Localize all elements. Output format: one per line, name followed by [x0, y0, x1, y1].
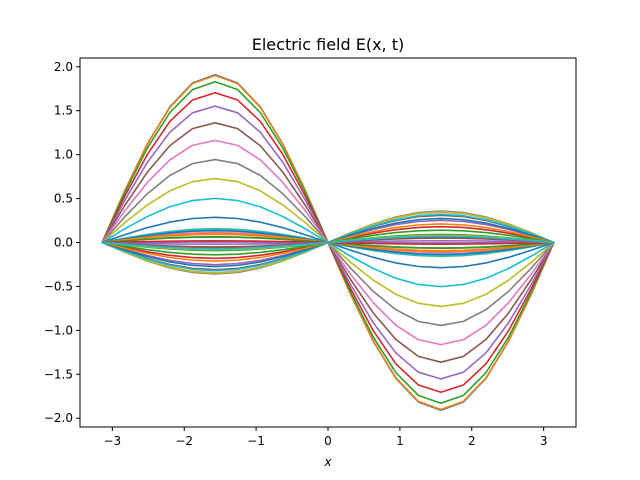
series-line-40 — [101, 235, 555, 250]
y-tick-label: 0.5 — [54, 192, 73, 206]
x-tick-label: 1 — [396, 434, 404, 448]
y-tick-label: 2.0 — [54, 60, 73, 74]
chart-title: Electric field E(x, t) — [252, 35, 405, 54]
x-tick-label: 2 — [468, 434, 476, 448]
y-tick-label: 1.0 — [54, 148, 73, 162]
x-tick-label: −1 — [247, 434, 265, 448]
y-axis: −2.0 −1.5 −1.0 −0.5 0.0 0.5 1.0 1.5 2.0 — [44, 60, 80, 425]
y-tick-label: 0.0 — [54, 236, 73, 250]
y-tick-label: −0.5 — [44, 279, 73, 293]
y-tick-label: 1.5 — [54, 104, 73, 118]
x-tick-label: 0 — [324, 434, 332, 448]
y-tick-label: −1.0 — [44, 323, 73, 337]
x-axis-label: x — [323, 455, 332, 469]
x-tick-label: −2 — [175, 434, 193, 448]
x-tick-label: −3 — [103, 434, 121, 448]
series-group — [101, 74, 555, 411]
x-axis: −3 −2 −1 0 1 2 3 — [103, 427, 547, 448]
x-tick-label: 3 — [540, 434, 548, 448]
y-tick-label: −2.0 — [44, 411, 73, 425]
y-tick-label: −1.5 — [44, 367, 73, 381]
